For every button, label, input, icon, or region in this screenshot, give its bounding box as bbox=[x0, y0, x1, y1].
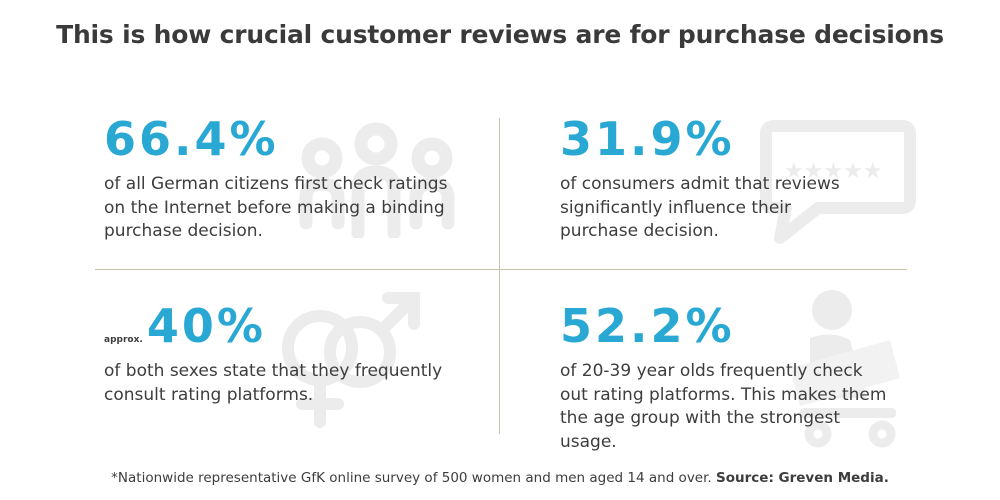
vertical-divider bbox=[499, 118, 500, 434]
stat-description: of 20-39 year olds frequently check out … bbox=[560, 361, 887, 452]
stat-cell-3: approx.40% of both sexes state that they… bbox=[104, 303, 464, 407]
page-title: This is how crucial customer reviews are… bbox=[56, 20, 944, 49]
stat-value: 66.4% bbox=[104, 112, 279, 166]
footnote-text: *Nationwide representative GfK online su… bbox=[111, 470, 712, 486]
stat-cell-4: 52.2% of 20-39 year olds frequently chec… bbox=[560, 303, 890, 454]
stat-value: 52.2% bbox=[560, 299, 735, 353]
stat-value: 31.9% bbox=[560, 112, 735, 166]
speech-bubble-stars-icon: ★★★★★ bbox=[758, 118, 918, 248]
stat-value: 40% bbox=[146, 299, 266, 353]
stat-description: of consumers admit that reviews signific… bbox=[560, 174, 840, 241]
gender-symbols-icon bbox=[268, 290, 428, 430]
stat-description: of both sexes state that they frequently… bbox=[104, 361, 443, 405]
footnote-source: Source: Greven Media. bbox=[716, 470, 889, 486]
stat-cell-2: 31.9% of consumers admit that reviews si… bbox=[560, 116, 850, 244]
horizontal-divider bbox=[95, 269, 907, 270]
stat-value-row: approx.40% bbox=[104, 303, 464, 349]
svg-text:★★★★★: ★★★★★ bbox=[784, 159, 883, 184]
stat-prefix: approx. bbox=[104, 335, 143, 345]
people-group-icon bbox=[296, 118, 466, 238]
person-laptop-icon bbox=[770, 288, 920, 448]
footnote: *Nationwide representative GfK online su… bbox=[0, 470, 1000, 486]
stat-description: of all German citizens first check ratin… bbox=[104, 174, 448, 241]
stat-cell-1: 66.4% of all German citizens first check… bbox=[104, 116, 464, 244]
